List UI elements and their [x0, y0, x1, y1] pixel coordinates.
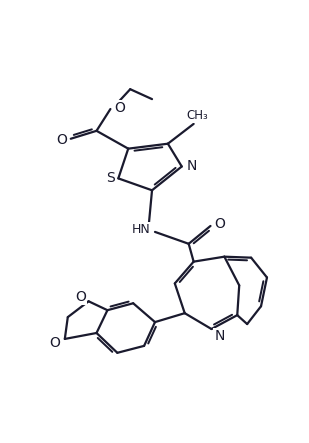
Text: S: S — [106, 171, 115, 185]
Text: N: N — [214, 329, 225, 343]
Text: O: O — [75, 290, 86, 304]
Text: O: O — [49, 336, 60, 350]
Text: O: O — [214, 217, 225, 231]
Text: O: O — [114, 101, 125, 115]
Text: O: O — [57, 133, 67, 147]
Text: CH₃: CH₃ — [187, 109, 209, 122]
Text: HN: HN — [132, 223, 150, 237]
Text: N: N — [186, 159, 197, 174]
